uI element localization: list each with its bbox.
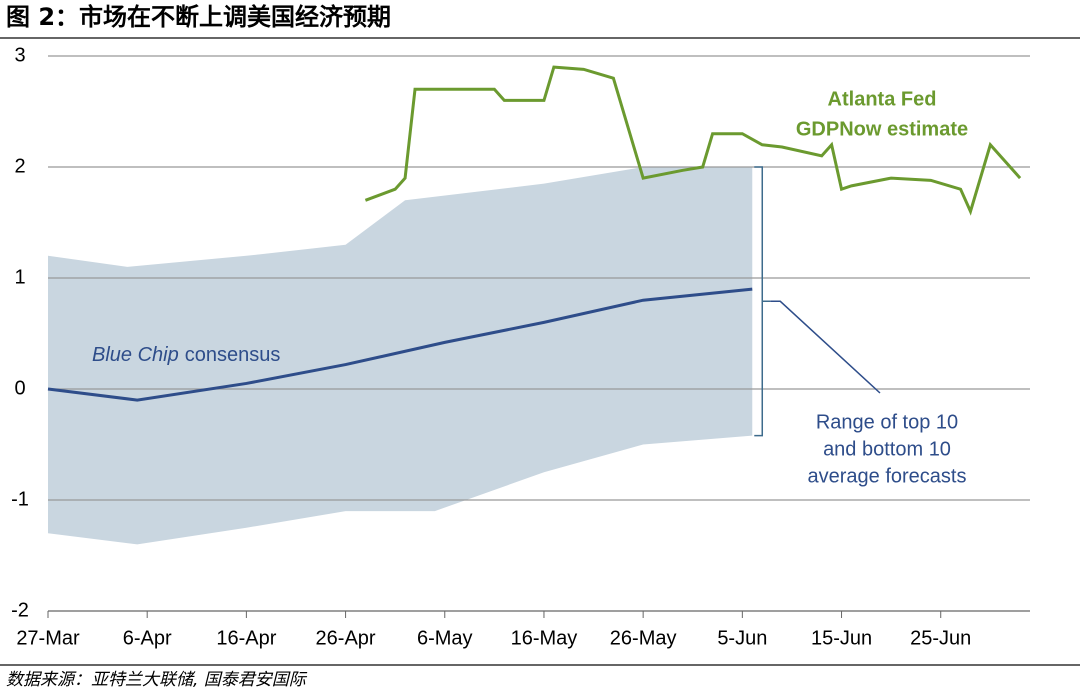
x-tick-label: 5-Jun [717, 627, 767, 649]
label-rest: consensus [185, 344, 281, 366]
source: 数据来源：亚特兰大联储, 国泰君安国际 [6, 670, 308, 690]
gdpnow-label: Atlanta Fed [828, 88, 937, 110]
series-line [364, 65, 1022, 216]
y-tick-label: 2 [14, 155, 25, 177]
series-line [47, 287, 753, 402]
range-label: average forecasts [808, 465, 967, 487]
range-connector [770, 300, 881, 394]
y-tick-label: -1 [11, 488, 29, 510]
x-tick-label: 26-May [610, 627, 677, 649]
x-tick-label: 16-Apr [216, 627, 276, 649]
x-tick-label: 15-Jun [811, 627, 872, 649]
range-label: and bottom 10 [823, 438, 951, 460]
label-italic: Blue Chip [92, 344, 179, 366]
y-tick-label: -2 [11, 599, 29, 621]
y-tick-label: 3 [14, 44, 25, 66]
range-label: Range of top 10 [816, 411, 958, 433]
x-tick-label: 6-Apr [123, 627, 172, 649]
range-bracket [754, 166, 771, 437]
x-tick-label: 25-Jun [910, 627, 971, 649]
blue-chip-label: Blue Chip consensus [92, 344, 280, 366]
gdpnow-label: GDPNow estimate [796, 118, 968, 140]
x-tick-label: 6-May [417, 627, 473, 649]
page-title: 图 2：市场在不断上调美国经济预期 [6, 3, 391, 31]
range-band [48, 167, 753, 545]
x-tick-label: 27-Mar [16, 627, 80, 649]
x-tick-label: 26-Apr [316, 627, 376, 649]
y-tick-label: 0 [14, 377, 25, 399]
x-tick-label: 16-May [511, 627, 578, 649]
y-tick-label: 1 [14, 266, 25, 288]
